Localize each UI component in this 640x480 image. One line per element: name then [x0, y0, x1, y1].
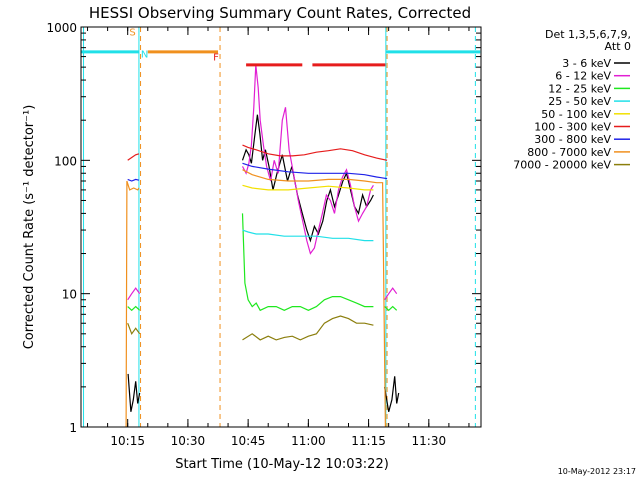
series-4-segment-0 — [242, 184, 374, 191]
legend-label-6: 300 - 800 keV — [534, 133, 611, 146]
legend-label-3: 25 - 50 keV — [548, 95, 611, 108]
series-1-segment-0 — [127, 287, 141, 301]
series-6-segment-0 — [127, 178, 140, 182]
series-0-segment-2 — [384, 376, 400, 412]
series-0-segment-0 — [127, 373, 141, 412]
series-5-segment-1 — [242, 144, 388, 161]
series-6-segment-1 — [242, 162, 388, 180]
y-tick-label-3: 1000 — [46, 21, 77, 35]
x-tick-label-4: 11:15 — [351, 434, 386, 448]
series-2-segment-1 — [241, 213, 374, 312]
annotation-N: N — [141, 50, 148, 61]
series-8-segment-0 — [127, 322, 141, 336]
y-tick-label-2: 100 — [54, 154, 77, 168]
series-2-segment-2 — [384, 305, 398, 312]
series-1-segment-1 — [241, 64, 374, 255]
annotation-S: S — [129, 28, 135, 39]
legend-label-0: 3 - 6 keV — [562, 57, 611, 70]
x-tick-label-0: 10:15 — [110, 434, 145, 448]
plot-frame — [80, 26, 482, 428]
annotation-F: F — [213, 53, 219, 64]
legend-label-4: 50 - 100 keV — [541, 108, 611, 121]
legend-label-1: 6 - 12 keV — [555, 70, 611, 83]
legend-label-8: 7000 - 20000 keV — [513, 159, 611, 172]
x-axis-label: Start Time (10-May-12 10:03:22) — [175, 457, 389, 472]
y-tick-label-0: 1 — [69, 421, 77, 435]
legend-label-2: 12 - 25 keV — [548, 82, 611, 95]
series-7-segment-0 — [125, 180, 140, 428]
series-5-segment-0 — [127, 153, 140, 161]
legend-header-line-1: Det 1,3,5,6,7,9, — [545, 28, 631, 41]
legend-label-7: 800 - 7000 keV — [527, 146, 611, 159]
x-axis: 10:15 10:30 10:45 11:00 11:15 11:30 — [87, 27, 470, 448]
series-8-segment-1 — [242, 315, 374, 341]
y-axis: 1 10 100 1000 — [46, 21, 481, 435]
x-tick-label-3: 11:00 — [291, 434, 326, 448]
plot-area: SN F — [81, 27, 481, 428]
date-stamp: 10-May-2012 23:17 — [558, 467, 636, 476]
series-2-segment-0 — [127, 305, 141, 312]
x-tick-label-2: 10:45 — [231, 434, 266, 448]
x-tick-label-1: 10:30 — [171, 434, 206, 448]
series-3-segment-2 — [242, 229, 374, 242]
legend-header-line-2: Att 0 — [605, 40, 631, 53]
series-1-segment-2 — [384, 287, 398, 301]
series-7-segment-2 — [242, 169, 386, 428]
y-axis-label: Corrected Count Rate (s⁻¹ detector⁻¹) — [22, 105, 37, 350]
y-tick-label-1: 10 — [62, 288, 77, 302]
chart-title: HESSI Observing Summary Count Rates, Cor… — [89, 4, 471, 22]
x-tick-label-5: 11:30 — [412, 434, 447, 448]
legend-label-5: 100 - 300 keV — [534, 121, 611, 134]
